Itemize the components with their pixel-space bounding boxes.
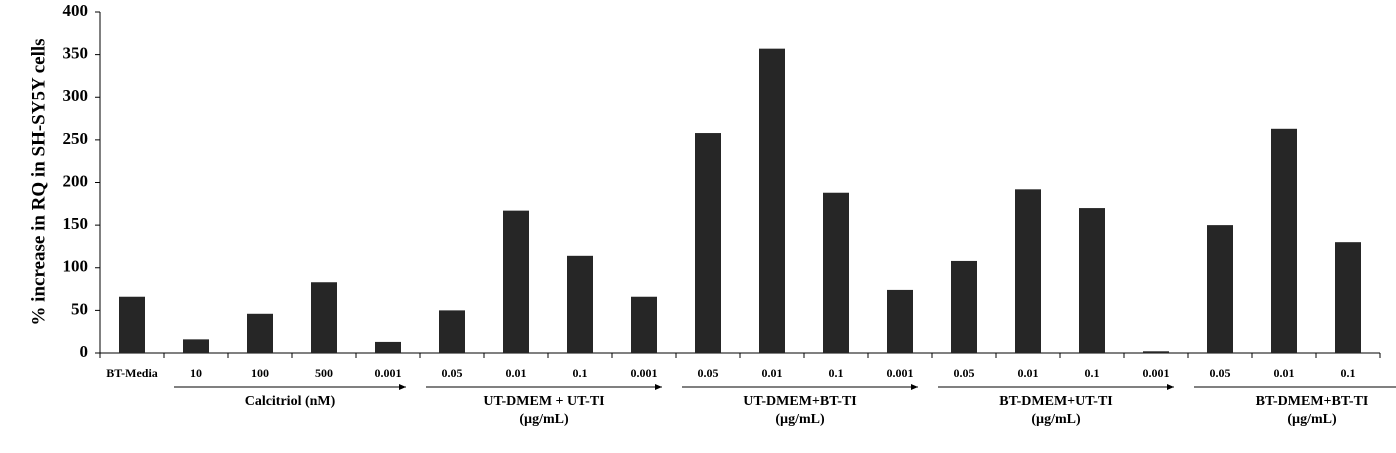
x-tick-label: 0.05: [1210, 366, 1231, 380]
bar: [311, 282, 337, 353]
x-tick-label: 0.1: [1085, 366, 1100, 380]
bar: [1271, 128, 1297, 353]
y-axis-label: % increase in RQ in SH-SY5Y cells: [28, 38, 49, 325]
x-tick-label: BT-Media: [106, 366, 158, 380]
bar: [695, 133, 721, 353]
y-tick-label: 250: [63, 129, 89, 148]
bar: [823, 192, 849, 353]
bar: [1335, 242, 1361, 353]
x-tick-label: 0.1: [829, 366, 844, 380]
group-label: BT-DMEM+UT-TI: [999, 394, 1113, 409]
group-label: Calcitriol (nM): [245, 394, 336, 409]
group-label: (µg/mL): [775, 412, 825, 427]
bar: [1207, 225, 1233, 353]
bar: [759, 48, 785, 353]
x-tick-label: 0.001: [1143, 366, 1170, 380]
group-label: (µg/mL): [1031, 412, 1081, 427]
x-tick-label: 0.05: [954, 366, 975, 380]
bar: [375, 341, 401, 353]
group-label: UT-DMEM + UT-TI: [483, 394, 604, 409]
bar: [631, 296, 657, 353]
x-tick-label: 0.05: [698, 366, 719, 380]
x-tick-label: 0.01: [762, 366, 783, 380]
x-tick-label: 0.01: [506, 366, 527, 380]
x-tick-label: 0.01: [1274, 366, 1295, 380]
x-tick-label: 100: [251, 366, 269, 380]
bar: [887, 289, 913, 353]
group-label: UT-DMEM+BT-TI: [743, 394, 857, 409]
x-tick-label: 0.001: [887, 366, 914, 380]
x-tick-label: 0.001: [375, 366, 402, 380]
x-tick-label: 10: [190, 366, 202, 380]
x-tick-label: 0.05: [442, 366, 463, 380]
bar: [503, 210, 529, 353]
bar: [183, 339, 209, 353]
x-tick-label: 500: [315, 366, 333, 380]
x-tick-label: 0.001: [631, 366, 658, 380]
x-tick-label: 0.01: [1018, 366, 1039, 380]
bar: [951, 260, 977, 353]
x-tick-label: 0.1: [1341, 366, 1356, 380]
bar: [439, 310, 465, 353]
y-tick-label: 400: [63, 1, 89, 20]
bar: [1079, 208, 1105, 353]
y-tick-label: 150: [63, 214, 89, 233]
y-tick-label: 200: [63, 171, 89, 190]
bar: [567, 255, 593, 353]
bar: [1143, 351, 1169, 353]
group-label: BT-DMEM+BT-TI: [1256, 394, 1369, 409]
bar: [247, 313, 273, 353]
group-label: (µg/mL): [519, 412, 569, 427]
group-label: (µg/mL): [1287, 412, 1337, 427]
y-tick-label: 100: [63, 257, 89, 276]
bar: [119, 296, 145, 353]
y-tick-label: 0: [80, 342, 89, 361]
x-tick-label: 0.1: [573, 366, 588, 380]
y-tick-label: 300: [63, 86, 89, 105]
bar: [1015, 189, 1041, 353]
y-tick-label: 50: [71, 299, 88, 318]
y-tick-label: 350: [63, 44, 89, 63]
